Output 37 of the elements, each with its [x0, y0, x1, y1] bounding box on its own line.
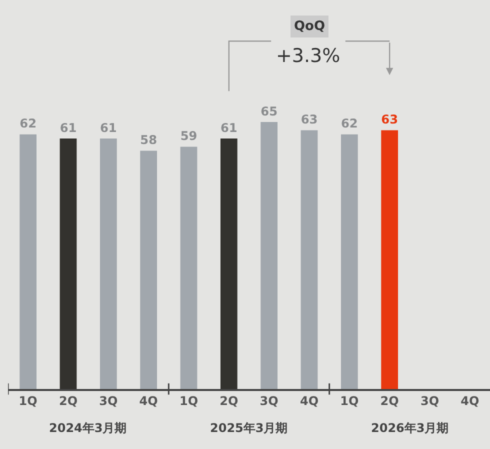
x-tick-label: 1Q [179, 394, 198, 408]
bar [140, 150, 158, 389]
bar [260, 122, 278, 389]
x-tick-label: 4Q [460, 394, 480, 408]
data-label: 58 [140, 133, 158, 148]
bar [300, 130, 318, 389]
data-label: 62 [340, 116, 358, 131]
bar [60, 138, 77, 389]
data-label: 62 [20, 116, 37, 131]
bar [340, 134, 358, 389]
x-tick-label: 2Q [58, 394, 78, 408]
x-tick-label: 1Q [18, 394, 38, 408]
bar [220, 138, 238, 389]
data-label: 61 [60, 120, 77, 135]
x-tick-label: 2Q [220, 394, 238, 408]
x-tick-label: 4Q [139, 394, 158, 408]
x-tick-label: 3Q [260, 394, 278, 408]
x-tick-label: 1Q [340, 394, 359, 408]
x-tick-label: 2Q [380, 394, 399, 408]
x-tick-label: 3Q [420, 394, 440, 408]
data-label: 61 [100, 120, 117, 135]
text: 2024年3月期 [49, 421, 127, 435]
data-label: 63 [300, 112, 318, 127]
bar [100, 138, 117, 389]
text: +3.3% [276, 45, 340, 67]
bar [381, 130, 398, 389]
x-tick-label: 3Q [99, 394, 118, 408]
data-label: 65 [260, 104, 278, 118]
data-label: 63 [381, 112, 398, 127]
text: 2026年3月期 [371, 421, 449, 435]
bar [20, 134, 37, 389]
x-tick-label: 4Q [300, 394, 319, 408]
text: QoQ [294, 19, 326, 34]
bar [180, 146, 198, 389]
text: 2025年3月期 [210, 421, 288, 435]
data-label: 59 [180, 128, 198, 143]
data-label: 61 [220, 120, 238, 135]
